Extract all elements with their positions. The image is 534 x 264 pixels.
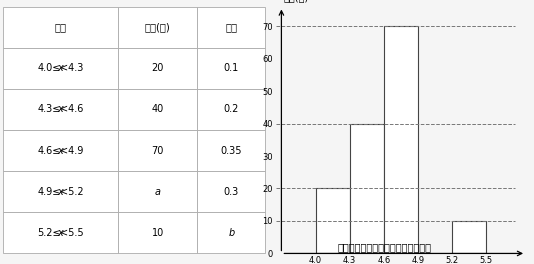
Bar: [197, 130, 265, 171]
Bar: [350, 124, 384, 253]
Text: x: x: [58, 187, 64, 197]
Text: 20: 20: [152, 63, 164, 73]
Bar: [3, 212, 119, 253]
Text: 40: 40: [152, 105, 164, 115]
Text: <4.9: <4.9: [60, 145, 84, 155]
Text: 0.1: 0.1: [224, 63, 239, 73]
Text: 70: 70: [152, 145, 164, 155]
Bar: [3, 7, 119, 48]
Bar: [119, 130, 197, 171]
Bar: [3, 171, 119, 212]
Text: 频数(人): 频数(人): [284, 0, 309, 2]
Bar: [197, 171, 265, 212]
Text: 5.2≤: 5.2≤: [37, 228, 60, 238]
Bar: [316, 188, 350, 253]
Text: （每组数据含最小值，不含最大值）: （每组数据含最小值，不含最大值）: [337, 242, 431, 252]
Text: b: b: [228, 228, 234, 238]
Bar: [3, 130, 119, 171]
Bar: [197, 7, 265, 48]
Bar: [384, 26, 418, 253]
Text: 10: 10: [152, 228, 164, 238]
Bar: [119, 48, 197, 89]
Text: <5.2: <5.2: [60, 187, 84, 197]
Text: <4.3: <4.3: [60, 63, 84, 73]
Text: 4.3≤: 4.3≤: [37, 105, 60, 115]
Text: 视力: 视力: [54, 22, 66, 32]
Text: 4.0≤: 4.0≤: [37, 63, 60, 73]
Bar: [119, 7, 197, 48]
Text: x: x: [58, 228, 64, 238]
Text: x: x: [58, 105, 64, 115]
Bar: [119, 212, 197, 253]
Text: x: x: [58, 145, 64, 155]
Text: 0.2: 0.2: [224, 105, 239, 115]
Bar: [119, 171, 197, 212]
Text: 频率: 频率: [225, 22, 237, 32]
Text: 频数(人): 频数(人): [145, 22, 170, 32]
Text: x: x: [58, 63, 64, 73]
Text: 4.6≤: 4.6≤: [37, 145, 60, 155]
Bar: [3, 89, 119, 130]
Text: <4.6: <4.6: [60, 105, 84, 115]
Bar: [197, 89, 265, 130]
Text: 0.35: 0.35: [221, 145, 242, 155]
Bar: [452, 221, 486, 253]
Text: <5.5: <5.5: [60, 228, 84, 238]
Bar: [197, 212, 265, 253]
Text: 0.3: 0.3: [224, 187, 239, 197]
Bar: [3, 48, 119, 89]
Text: 4.9≤: 4.9≤: [37, 187, 60, 197]
Bar: [197, 48, 265, 89]
Text: a: a: [155, 187, 161, 197]
Bar: [119, 89, 197, 130]
